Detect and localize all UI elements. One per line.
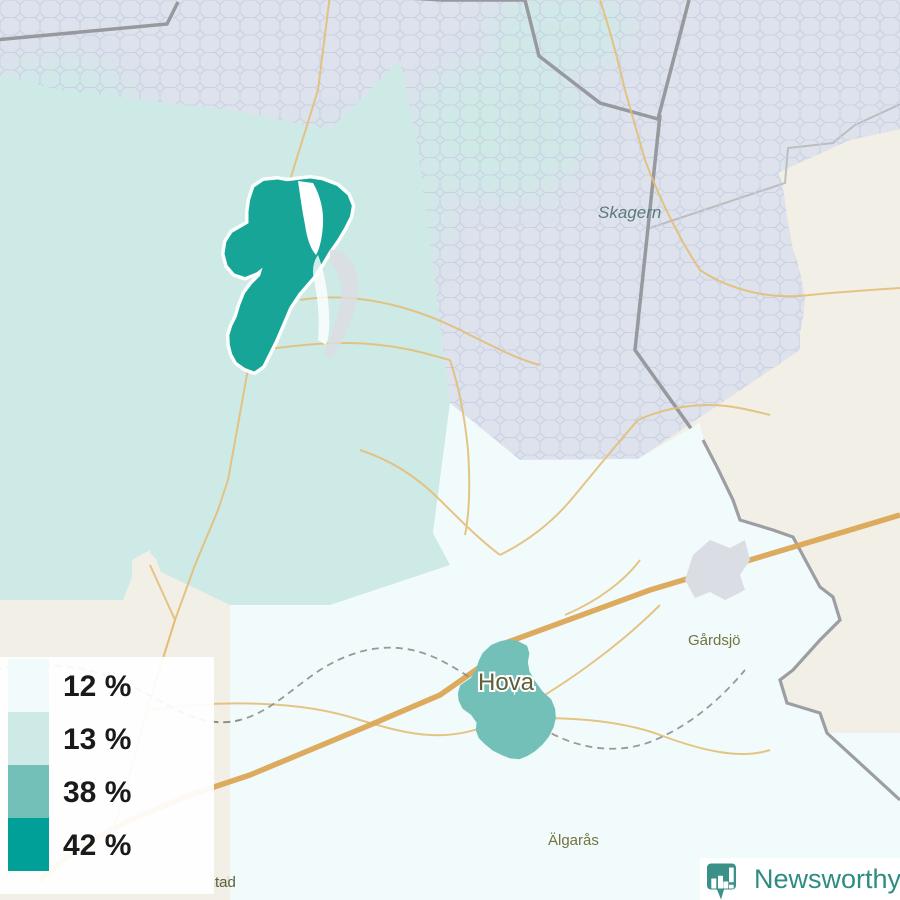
svg-text:Gårdsjö: Gårdsjö xyxy=(688,632,741,649)
svg-text:tad: tad xyxy=(215,874,236,891)
svg-text:12 %: 12 % xyxy=(63,670,131,703)
svg-text:13 %: 13 % xyxy=(63,723,131,756)
svg-text:38 %: 38 % xyxy=(63,776,131,809)
svg-text:Älgarås: Älgarås xyxy=(548,832,599,849)
svg-text:Newsworthy: Newsworthy xyxy=(754,864,900,894)
svg-text:Skagern: Skagern xyxy=(598,203,661,222)
svg-text:Hova: Hova xyxy=(478,669,535,696)
svg-text:42 %: 42 % xyxy=(63,829,131,862)
